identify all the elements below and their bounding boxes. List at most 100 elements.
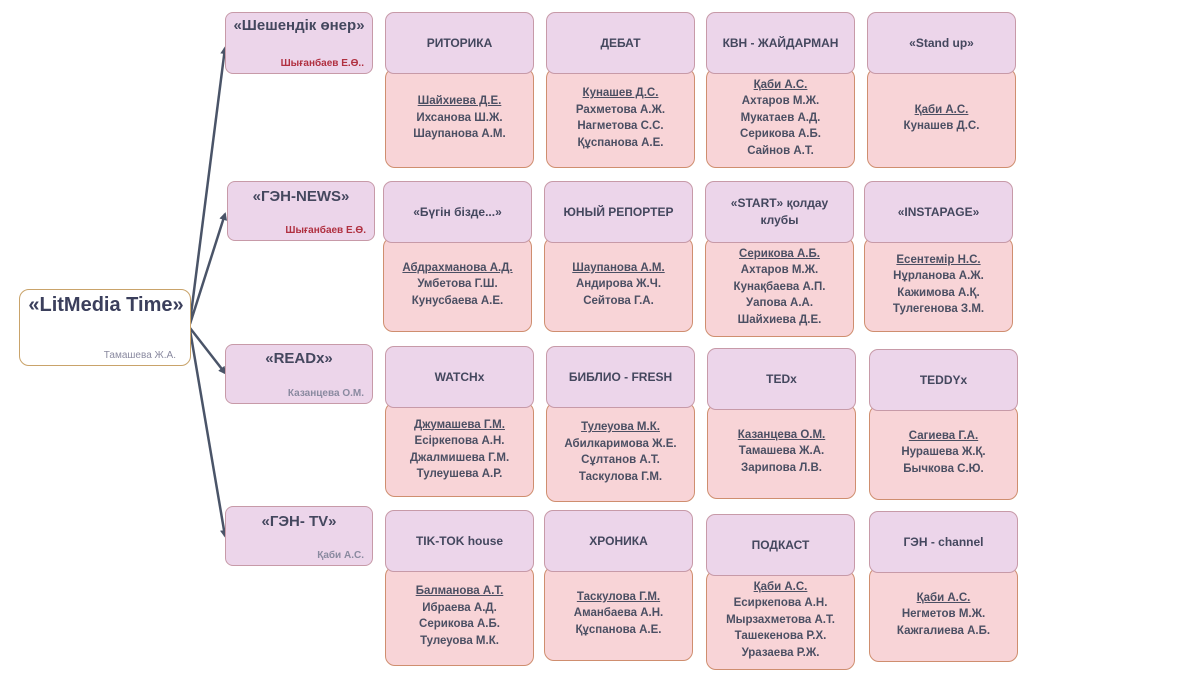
card-title: WATCHx <box>434 369 485 384</box>
card-header: ДЕБАТ <box>546 12 695 74</box>
member-name: Нагметова С.С. <box>577 120 664 132</box>
member-list: Таскулова Г.М. Аманбаева А.Н. Құспанова А.… <box>544 589 693 639</box>
member-name: Құспанова А.Е. <box>575 623 662 636</box>
member-lead: Қаби А.С. <box>753 78 808 91</box>
member-name: Ихсанова Ш.Ж. <box>416 111 503 124</box>
card-header: TEDDYx <box>869 349 1018 411</box>
member-lead: Казанцева О.М. <box>737 428 826 441</box>
member-list: Есентемір Н.С. Нұрланова А.Ж. Кажимова А.Қ… <box>864 252 1013 318</box>
member-list: Сагиева Г.А. Нурашева Ж.Қ. Бычкова С.Ю. <box>869 428 1018 478</box>
member-name: Уапова А.А. <box>745 297 814 310</box>
card-header: «INSTAPAGE» <box>864 181 1013 243</box>
member-name: Аманбаева А.Н. <box>573 607 664 620</box>
card-title: «Stand up» <box>909 35 974 50</box>
activity-card: «Stand up» Қаби А.С. Кунашев Д.С. <box>867 12 1016 168</box>
card-header: РИТОРИКА <box>385 12 534 74</box>
club-node: «ГЭН-NEWS» Шығанбаев Е.Ө. <box>227 181 375 241</box>
member-list: Шайхиева Д.Е. Ихсанова Ш.Ж. Шаупанова А.М. <box>385 93 534 143</box>
member-list: Балманова А.Т. Ибраева А.Д. Серикова А.Б. Т… <box>385 583 534 649</box>
member-list: Қаби А.С. Кунашев Д.С. <box>867 102 1016 135</box>
member-name: Уразаева Р.Ж. <box>741 646 820 659</box>
activity-card: ЮНЫЙ РЕПОРТЕР Шаупанова А.М. Андирова Ж.Ч.… <box>544 181 693 332</box>
card-title: РИТОРИКА <box>426 35 493 50</box>
card-title: ДЕБАТ <box>600 35 641 50</box>
card-members-panel <box>383 237 532 332</box>
card-header: TIK-TOK house <box>385 510 534 572</box>
activity-card: WATCHx Джумашева Г.М. Есіркепова А.Н. Джалм… <box>385 346 534 497</box>
member-name: Джалмишева Г.М. <box>409 451 510 464</box>
club-node: «READx» Казанцева О.М. <box>225 344 373 404</box>
member-name: Серикова А.Б. <box>419 618 500 630</box>
card-title: ГЭН - channel <box>903 534 984 549</box>
activity-card: «START» қолдау клубы Серикова А.Б. Ахтаров… <box>705 181 854 337</box>
card-header: TEDx <box>707 348 856 410</box>
member-lead: Серикова А.Б. <box>739 247 820 260</box>
member-lead: Кунашев Д.С. <box>582 87 659 99</box>
club-title: «ГЭН- TV» <box>261 513 337 530</box>
card-title: «START» қолдау клубы <box>730 196 829 227</box>
activity-card: ГЭН - channel Қаби А.С. Негметов М.Ж. Кажга… <box>869 511 1018 662</box>
card-header: WATCHx <box>385 346 534 408</box>
club-title: «ГЭН-NEWS» <box>252 188 350 205</box>
club-author: Шығанбаев Е.Ө. <box>285 225 366 236</box>
member-name: Сайнов А.Т. <box>747 144 814 157</box>
member-name: Мырзахметова А.Т. <box>726 613 835 626</box>
arrow-to-club-2 <box>188 212 227 325</box>
arrow-to-club-1 <box>188 46 229 323</box>
member-name: Серикова А.Б. <box>740 128 821 141</box>
member-list: Абдрахманова А.Д. Умбетова Г.Ш. Кунусбаева… <box>383 260 532 310</box>
card-members-panel <box>706 570 855 670</box>
root-title: «LitMedia Time» <box>28 294 184 316</box>
card-title: КВН - ЖАЙДАРМАН <box>722 35 839 50</box>
member-name: Негметов М.Ж. <box>901 608 986 621</box>
member-name: Құспанова А.Е. <box>577 136 664 149</box>
member-name: Кажимова А.Қ. <box>897 286 980 299</box>
member-name: Рахметова А.Ж. <box>575 103 666 116</box>
member-name: Тамашева Ж.А. <box>738 445 825 458</box>
root-author: Тамашева Ж.А. <box>103 350 176 361</box>
card-members-panel <box>869 405 1018 500</box>
member-list: Казанцева О.М. Тамашева Ж.А. Зарипова Л.В. <box>707 427 856 477</box>
card-title: ХРОНИКА <box>589 533 648 548</box>
member-name: Кажгалиева А.Б. <box>896 624 991 637</box>
activity-card: TIK-TOK house Балманова А.Т. Ибраева А.Д. С… <box>385 510 534 666</box>
member-list: Қаби А.С. Ахтаров М.Ж. Мукатаев А.Д. Серико… <box>706 77 855 160</box>
member-name: Нурашева Ж.Қ. <box>901 446 986 459</box>
member-name: Андирова Ж.Ч. <box>575 278 662 291</box>
member-name: Кунусбаева А.Е. <box>411 294 504 307</box>
member-list: Тулеуова М.К. Абилкаримова Ж.Е. Сұлтанов А… <box>546 419 695 485</box>
activity-card: БИБЛИО - FRESH Тулеуова М.К. Абилкаримова … <box>546 346 695 502</box>
card-title: TIK-TOK house <box>415 533 504 548</box>
member-name: Сейтова Г.А. <box>583 294 654 307</box>
member-lead: Қаби А.С. <box>914 103 969 116</box>
arrow-to-club-3 <box>189 327 227 375</box>
card-members-panel <box>706 68 855 168</box>
club-title: «READx» <box>265 350 333 367</box>
member-name: Таскулова Г.М. <box>578 470 663 483</box>
member-list: Қаби А.С. Негметов М.Ж. Кажгалиева А.Б. <box>869 590 1018 640</box>
member-name: Шаупанова А.М. <box>413 128 506 141</box>
card-header: ПОДКАСТ <box>706 514 855 576</box>
card-members-panel <box>705 237 854 337</box>
card-title: БИБЛИО - FRESH <box>568 369 673 384</box>
arrow-to-club-4 <box>188 329 228 538</box>
activity-card: «Бүгін бізде...» Абдрахманова А.Д. Умбетов… <box>383 181 532 332</box>
card-members-panel <box>864 237 1013 332</box>
member-name: Тулеуова М.К. <box>420 634 499 647</box>
activity-card: «INSTAPAGE» Есентемір Н.С. Нұрланова А.Ж. К… <box>864 181 1013 332</box>
activity-card: ДЕБАТ Кунашев Д.С. Рахметова А.Ж. Нагметова… <box>546 12 695 168</box>
card-header: БИБЛИО - FRESH <box>546 346 695 408</box>
card-members-panel <box>544 237 693 332</box>
club-node: «ГЭН- TV» Қаби А.С. <box>225 506 373 566</box>
card-title: «Бүгін бізде...» <box>413 204 502 219</box>
card-header: «Бүгін бізде...» <box>383 181 532 243</box>
member-list: Қаби А.С. Есиркепова А.Н. Мырзахметова А.Т… <box>706 579 855 662</box>
member-lead: Есентемір Н.С. <box>896 253 981 266</box>
member-name: Нұрланова А.Ж. <box>893 270 984 282</box>
card-header: «START» қолдау клубы <box>705 181 854 243</box>
member-list: Серикова А.Б. Ахтаров М.Ж. Кунақбаева А.П.… <box>705 246 854 329</box>
card-members-panel <box>546 402 695 502</box>
card-title: ПОДКАСТ <box>751 537 810 552</box>
card-header: ХРОНИКА <box>544 510 693 572</box>
